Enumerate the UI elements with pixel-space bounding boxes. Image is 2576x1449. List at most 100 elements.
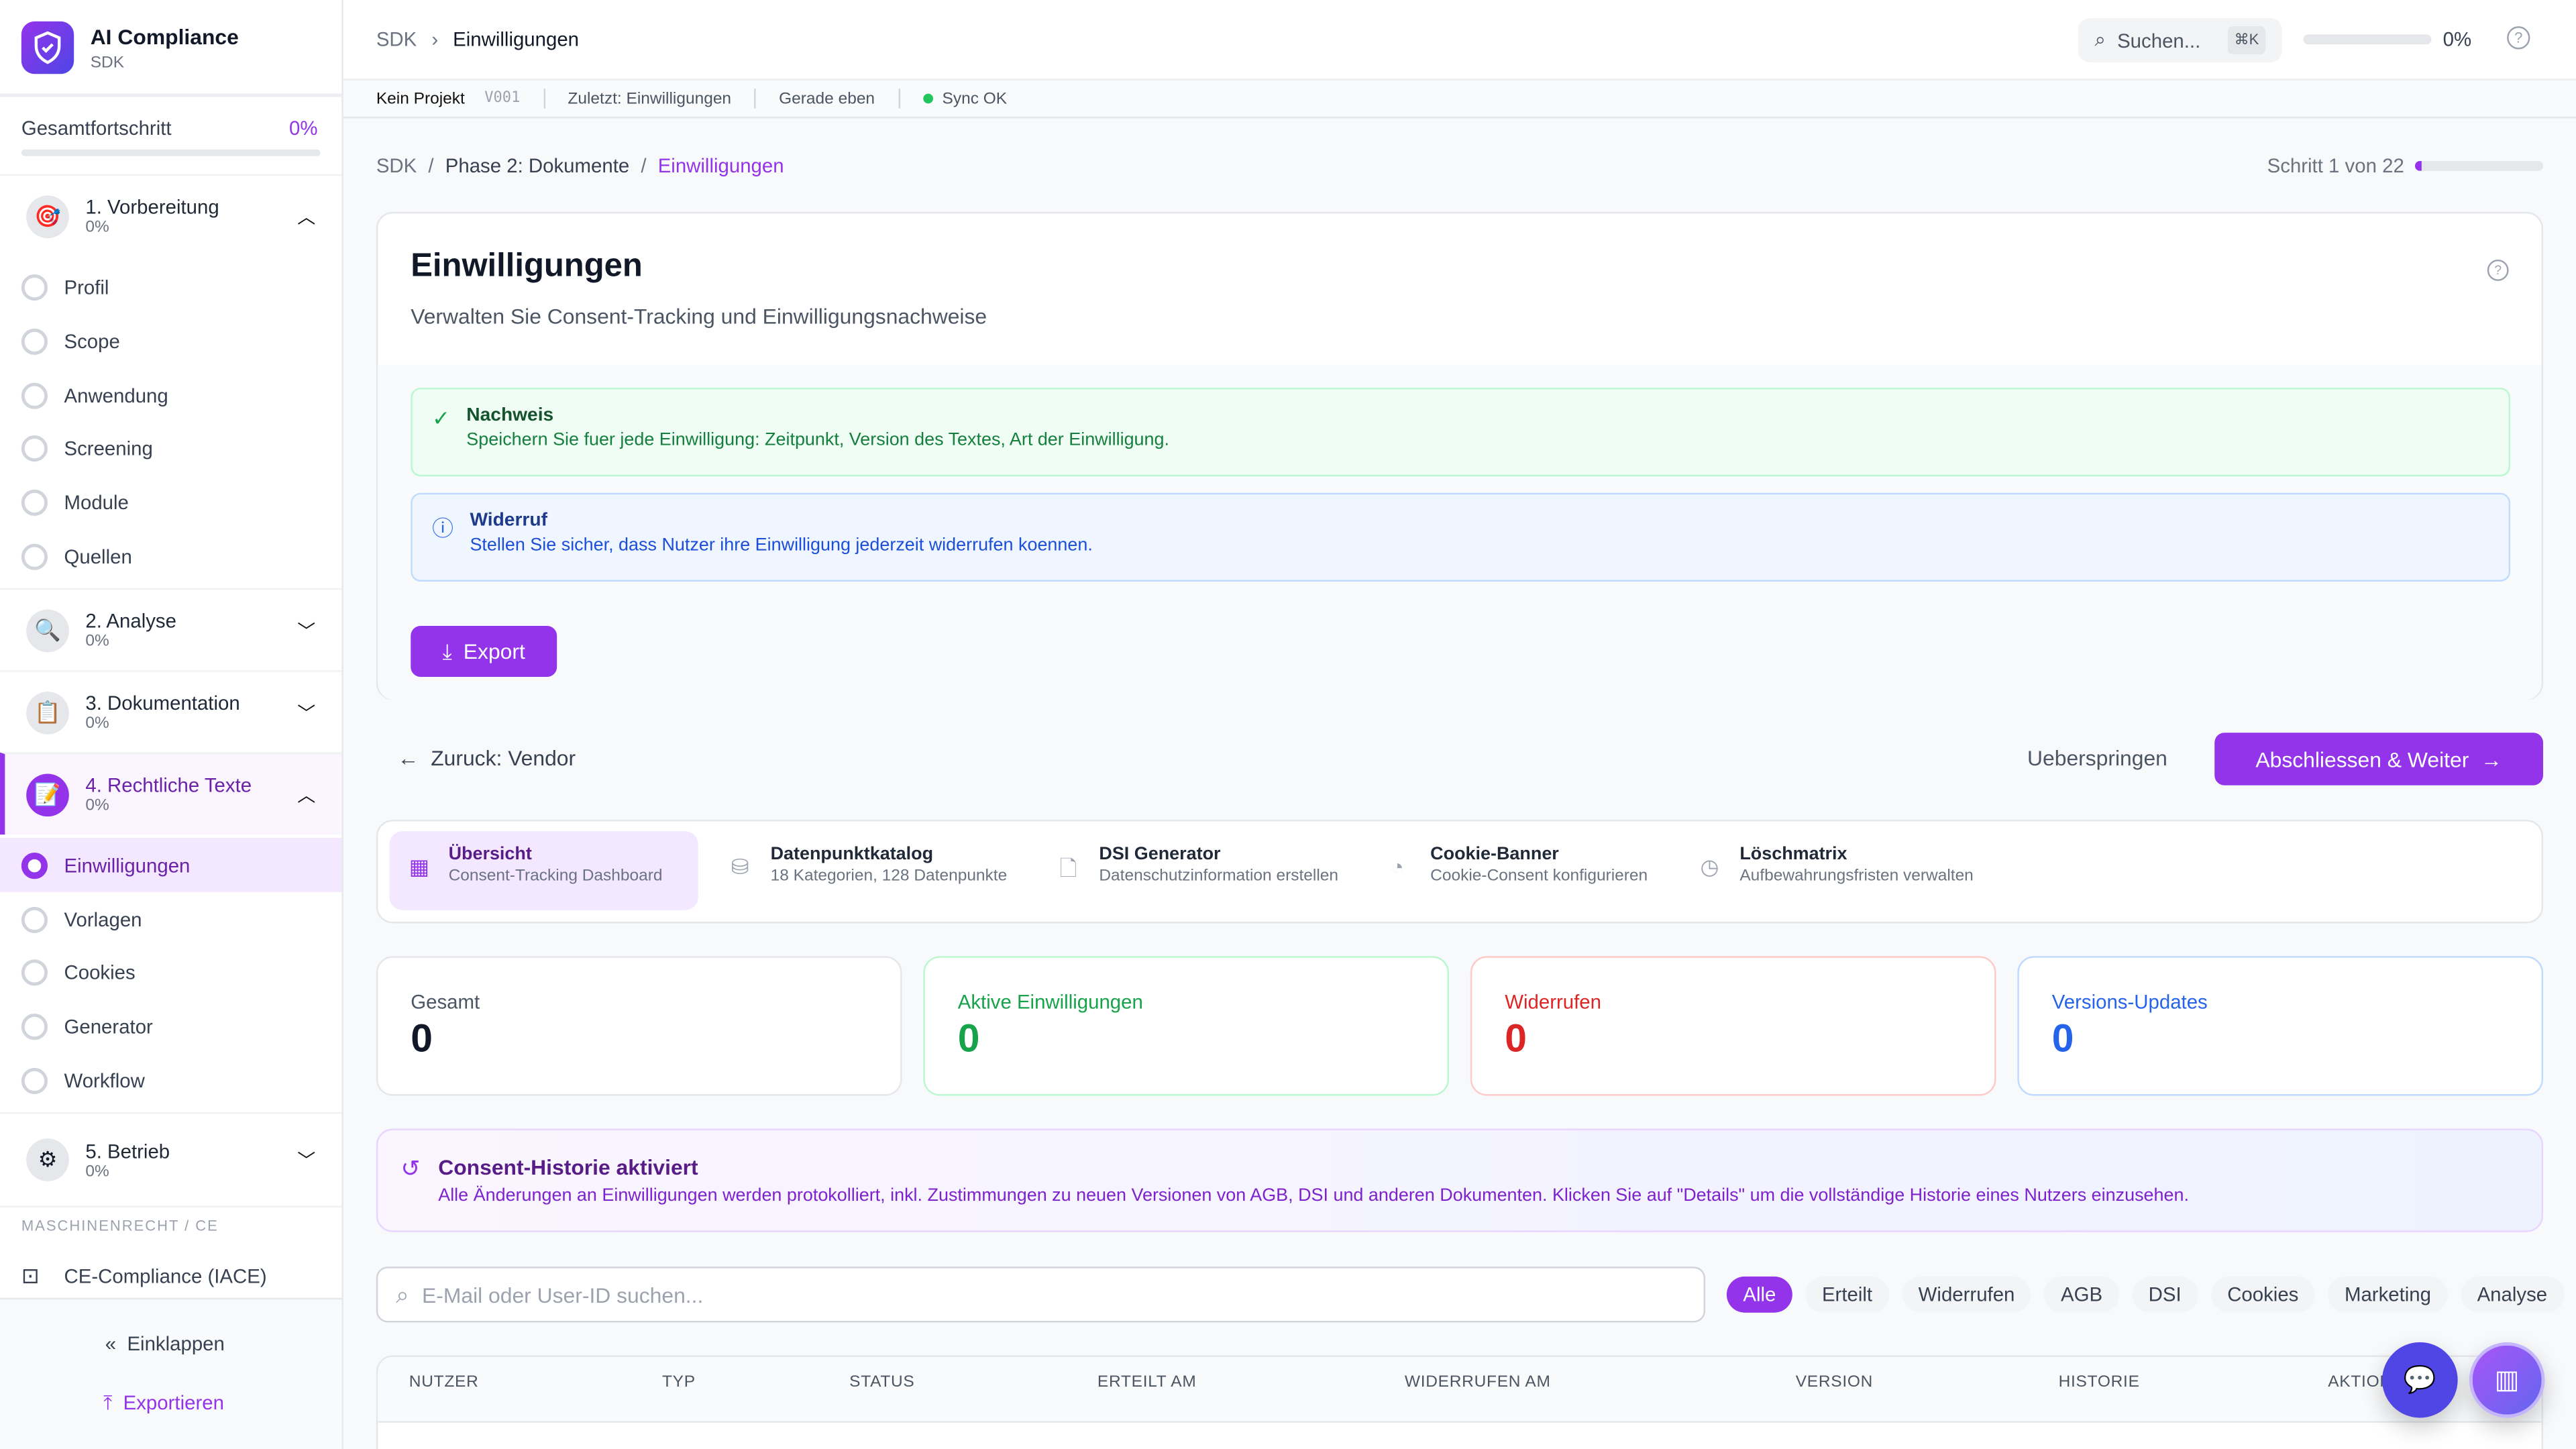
sidebar-item-vorlagen[interactable]: Vorlagen <box>0 892 341 947</box>
crumb-current: Einwilligungen <box>453 28 580 51</box>
tab-title: Übersicht <box>448 844 532 865</box>
sidebar-item-cookies[interactable]: Cookies <box>0 945 341 999</box>
header-progress-value: 0% <box>2443 28 2472 51</box>
step-counter: Schritt 1 von 22 <box>2267 154 2404 178</box>
filter-chip-widerrufen[interactable]: Widerrufen <box>1902 1276 2031 1313</box>
panel-toggle-button[interactable]: ▥ <box>2469 1342 2545 1418</box>
tab-loeschmatrix[interactable]: ◷ Löschmatrix Aufbewahrungsfristen verwalt… <box>1680 831 1993 910</box>
stat-label: Widerrufen <box>1505 990 1601 1014</box>
filter-chip-dsi[interactable]: DSI <box>2132 1276 2198 1313</box>
item-label: Module <box>64 490 129 514</box>
radio-icon <box>21 273 48 300</box>
chevron-up-icon: ︿ <box>297 207 316 228</box>
clipboard-icon: 📋 <box>26 690 69 734</box>
filter-chip-alle[interactable]: Alle <box>1726 1276 1792 1313</box>
column-header: WIDERRUFEN AM <box>1404 1373 1551 1392</box>
stat-value: 0 <box>957 1016 980 1062</box>
item-label: Scope <box>64 329 120 353</box>
export-label: Export <box>463 639 525 664</box>
user-search-input[interactable]: ⌕ E-Mail oder User-ID suchen... <box>376 1267 1706 1323</box>
export-sidebar-button[interactable]: ⤒ Exportieren <box>103 1391 224 1416</box>
tab-dsi-generator[interactable]: 🗋 DSI Generator Datenschutzinformation ers… <box>1040 831 1358 910</box>
section-progress: 0% <box>85 632 109 651</box>
shield-logo-icon <box>21 21 74 74</box>
double-chevron-left-icon: « <box>105 1332 117 1356</box>
section-label: 4. Rechtliche Texte <box>85 773 252 797</box>
stat-value: 0 <box>2051 1016 2074 1062</box>
header-breadcrumb: SDK › Einwilligungen <box>376 28 579 51</box>
chat-button[interactable]: 💬 <box>2382 1342 2458 1418</box>
progress-label: Gesamtfortschritt <box>21 116 172 140</box>
group-label: MASCHINENRECHT / CE <box>21 1217 219 1234</box>
radio-selected-icon <box>21 851 48 878</box>
item-label: Profil <box>64 275 109 299</box>
clock-icon: ◷ <box>1700 854 1719 879</box>
sidebar-item-ce-compliance[interactable]: ⊡ CE-Compliance (IACE) <box>0 1248 341 1303</box>
radio-icon <box>21 382 48 409</box>
back-button[interactable]: ← Zuruck: Vendor <box>398 746 576 771</box>
sidebar-section-vorbereitung[interactable]: 🎯 1. Vorbereitung 0% ︿ <box>0 174 342 256</box>
tab-subtitle: Datenschutzinformation erstellen <box>1099 867 1339 886</box>
chevron-right-icon: › <box>431 28 439 51</box>
header-progress-bar <box>2303 34 2432 45</box>
magnifier-icon: 🔍 <box>26 608 69 652</box>
item-label: Quellen <box>64 544 132 568</box>
sidebar-item-scope[interactable]: Scope <box>0 314 341 368</box>
chat-icon: 💬 <box>2403 1366 2436 1395</box>
sidebar-item-anwendung[interactable]: Anwendung <box>0 368 341 423</box>
skip-button[interactable]: Ueberspringen <box>2027 745 2167 771</box>
collapse-label: Einklappen <box>127 1332 225 1356</box>
radio-icon <box>21 434 48 461</box>
section-progress: 0% <box>85 1162 109 1181</box>
stat-widerrufen: Widerrufen 0 <box>1470 956 1996 1096</box>
filter-chip-analyse[interactable]: Analyse <box>2461 1276 2564 1313</box>
banner-text: Alle Änderungen an Einwilligungen werden… <box>438 1186 2189 1206</box>
sidebar-section-analyse[interactable]: 🔍 2. Analyse 0% ﹀ <box>0 588 342 670</box>
chevron-up-icon: ︿ <box>297 786 316 806</box>
next-label: Abschliessen & Weiter <box>2255 747 2469 771</box>
tab-uebersicht[interactable]: ▦ Übersicht Consent-Tracking Dashboard <box>389 831 698 910</box>
chevron-down-icon: ﹀ <box>297 1151 316 1172</box>
filter-chip-agb[interactable]: AGB <box>2044 1276 2119 1313</box>
sidebar-section-rechtliche-texte[interactable]: 📝 4. Rechtliche Texte 0% ︿ <box>0 752 342 835</box>
complete-next-button[interactable]: Abschliessen & Weiter → <box>2214 733 2544 786</box>
sidebar-item-module[interactable]: Module <box>0 475 341 529</box>
consent-history-banner: ↺ Consent-Historie aktiviert Alle Änderun… <box>376 1128 2544 1232</box>
sidebar-item-profil[interactable]: Profil <box>0 260 341 314</box>
radio-icon <box>21 958 48 985</box>
item-label: Einwilligungen <box>64 853 191 877</box>
export-button[interactable]: ⤓ Export <box>411 626 557 677</box>
crumb[interactable]: Phase 2: Dokumente <box>445 154 630 178</box>
sidebar-item-screening[interactable]: Screening <box>0 421 341 475</box>
help-icon[interactable]: ? <box>2507 26 2530 50</box>
project-label[interactable]: Kein Projekt <box>376 89 465 108</box>
collapse-button[interactable]: « Einklappen <box>105 1332 225 1355</box>
radio-icon <box>21 543 48 570</box>
sidebar-item-generator[interactable]: Generator <box>0 999 341 1053</box>
filter-chip-erteilt[interactable]: Erteilt <box>1805 1276 1889 1313</box>
item-label: Screening <box>64 436 153 460</box>
search-button[interactable]: ⌕ Suchen... ⌘K <box>2078 17 2282 63</box>
crumb[interactable]: SDK <box>376 154 417 178</box>
search-icon: ⌕ <box>396 1280 409 1307</box>
section-progress: 0% <box>85 714 109 733</box>
sidebar-section-betrieb[interactable]: ⚙ 5. Betrieb 0% ﹀ <box>0 1112 342 1208</box>
status-bar: Kein Projekt V001 Zuletzt: Einwilligunge… <box>343 80 2576 119</box>
page-subtitle: Verwalten Sie Consent-Tracking und Einwi… <box>411 304 987 329</box>
breadcrumb: SDK / Phase 2: Dokumente / Einwilligungen <box>376 154 784 178</box>
tab-cookie-banner[interactable]: ◔ Cookie-Banner Cookie-Consent konfigurier… <box>1371 831 1668 910</box>
sidebar-section-dokumentation[interactable]: 📋 3. Dokumentation 0% ﹀ <box>0 670 342 752</box>
filter-chip-cookies[interactable]: Cookies <box>2210 1276 2315 1313</box>
column-header: TYP <box>661 1373 696 1392</box>
filter-chip-marketing[interactable]: Marketing <box>2328 1276 2448 1313</box>
sidebar-item-quellen[interactable]: Quellen <box>0 529 341 584</box>
tab-title: Datenpunktkatalog <box>770 844 934 865</box>
tab-datenpunktkatalog[interactable]: ⛁ Datenpunktkatalog 18 Kategorien, 128 Dat… <box>711 831 1026 910</box>
help-icon[interactable]: ? <box>2487 259 2509 281</box>
sidebar-item-workflow[interactable]: Workflow <box>0 1053 341 1108</box>
app-title: AI Compliance <box>90 24 239 50</box>
crumb[interactable]: SDK <box>376 28 417 51</box>
stat-label: Versions-Updates <box>2051 990 2208 1014</box>
overall-progress-bar <box>21 149 321 156</box>
sidebar-item-einwilligungen[interactable]: Einwilligungen <box>0 837 342 892</box>
